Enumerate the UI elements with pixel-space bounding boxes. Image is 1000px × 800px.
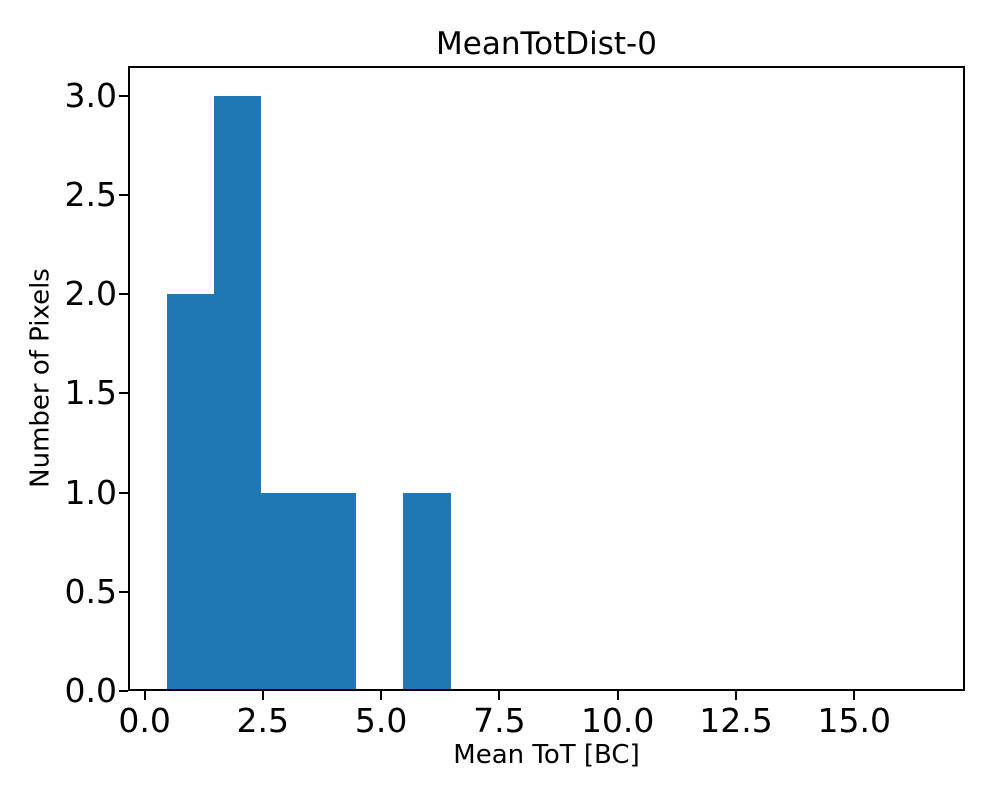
histogram-bar <box>261 492 309 691</box>
x-tick-mark <box>380 691 383 700</box>
y-tick-mark <box>119 194 128 196</box>
histogram-bar <box>308 492 356 691</box>
x-axis-label: Mean ToT [BC] <box>453 740 640 770</box>
y-tick-mark <box>119 590 128 593</box>
y-tick-mark <box>119 94 128 97</box>
x-tick-mark <box>143 691 146 700</box>
x-tick-mark <box>261 691 264 700</box>
plot-area <box>128 66 965 691</box>
x-tick-mark <box>616 691 619 700</box>
y-tick-mark <box>119 392 128 395</box>
x-tick-label: 7.5 <box>473 701 526 740</box>
x-tick-label: 5.0 <box>354 701 408 740</box>
y-tick-label: 2.5 <box>64 175 117 214</box>
y-tick-label: 3.0 <box>64 75 117 115</box>
x-tick-label: 2.5 <box>236 701 290 740</box>
y-tick-label: 1.0 <box>64 472 117 512</box>
histogram-bar <box>403 492 451 691</box>
y-tick-mark <box>119 491 128 494</box>
histogram-bar <box>166 294 215 691</box>
x-tick-label: 10.0 <box>580 701 655 740</box>
y-tick-label: 0.5 <box>64 571 117 611</box>
y-tick-label: 1.5 <box>64 373 117 413</box>
x-tick-label: 12.5 <box>699 701 773 740</box>
x-tick-mark <box>498 691 501 700</box>
x-tick-mark <box>735 691 737 700</box>
x-tick-label: 0.0 <box>118 701 171 740</box>
y-tick-mark <box>119 690 128 692</box>
y-tick-label: 2.0 <box>64 274 117 314</box>
x-tick-mark <box>853 691 856 700</box>
y-tick-label: 0.0 <box>64 671 117 710</box>
chart-title: MeanTotDist-0 <box>436 26 657 62</box>
histogram-bar <box>214 95 262 691</box>
x-tick-label: 15.0 <box>817 701 892 740</box>
y-tick-mark <box>119 293 128 296</box>
